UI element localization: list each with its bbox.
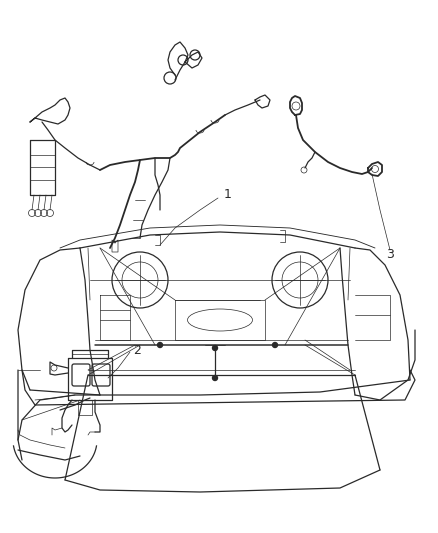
Text: 2: 2 (133, 343, 141, 357)
Text: 1: 1 (224, 188, 232, 200)
Text: 3: 3 (386, 248, 394, 262)
Circle shape (212, 376, 218, 381)
Circle shape (158, 343, 162, 348)
Circle shape (212, 345, 218, 351)
Circle shape (272, 343, 278, 348)
